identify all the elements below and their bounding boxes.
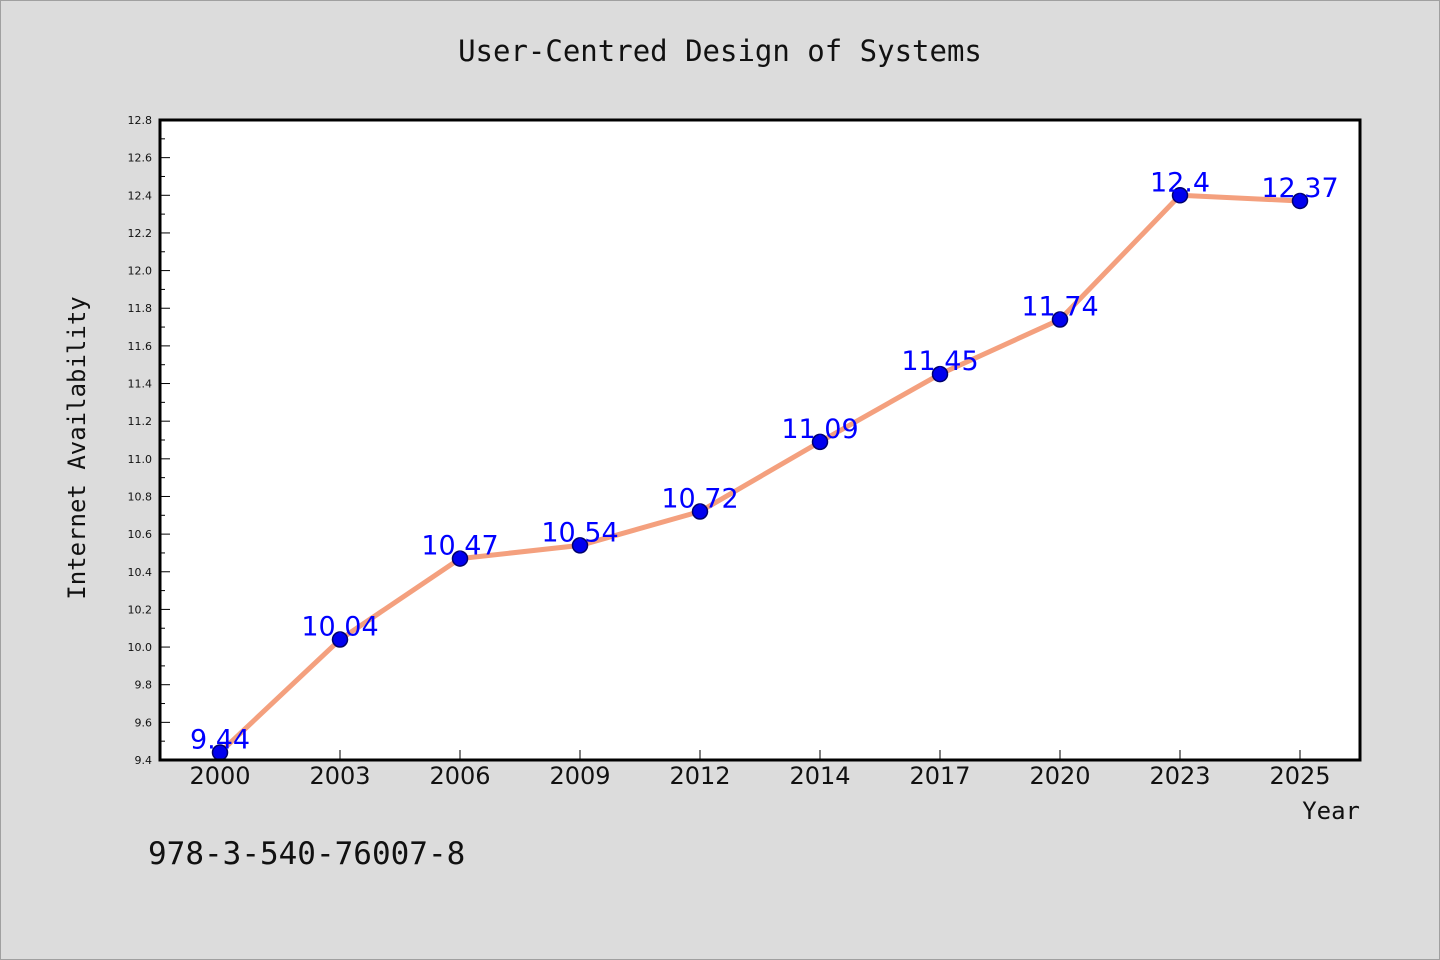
- y-tick-label: 11.8: [128, 302, 153, 315]
- y-tick-label: 12.4: [128, 189, 153, 202]
- data-point: [451, 550, 469, 567]
- y-tick-label: 10.8: [128, 490, 153, 503]
- plot-area: [160, 120, 1360, 760]
- data-label: 12.4: [1150, 167, 1210, 198]
- x-tick-label: 2009: [549, 762, 610, 790]
- data-label: 11.45: [901, 346, 978, 377]
- plot-border: [158, 118, 1362, 762]
- x-tick-label: 2014: [789, 762, 850, 790]
- x-tick-label: 2003: [309, 762, 370, 790]
- y-tick-label: 11.6: [128, 340, 153, 353]
- y-tick-label: 11.0: [128, 453, 153, 466]
- x-tick-label: 2006: [429, 762, 490, 790]
- y-tick-label: 10.0: [128, 641, 153, 654]
- y-tick-label: 11.2: [128, 415, 153, 428]
- y-tick-label: 10.6: [128, 528, 153, 541]
- chart-title: User-Centred Design of Systems: [458, 34, 982, 68]
- data-label: 12.37: [1261, 173, 1338, 204]
- data-point: [1051, 311, 1069, 328]
- x-tick-label: 2020: [1029, 762, 1090, 790]
- data-label: 9.44: [190, 724, 250, 755]
- y-tick-label: 11.4: [128, 378, 153, 391]
- data-point: [1291, 192, 1309, 210]
- y-tick-label: 12.2: [128, 227, 153, 240]
- x-tick-label: 2025: [1269, 762, 1330, 790]
- isbn-footnote: 978-3-540-76007-8: [148, 836, 466, 872]
- x-axis-label: Year: [1302, 797, 1360, 825]
- data-label: 11.74: [1021, 292, 1098, 323]
- y-tick-label: 10.4: [128, 566, 153, 579]
- y-tick-label: 9.4: [135, 754, 153, 767]
- y-tick-label: 9.6: [135, 716, 153, 729]
- x-tick-label: 2012: [669, 762, 730, 790]
- y-tick-label: 9.8: [135, 679, 153, 692]
- series-line: [217, 192, 1303, 755]
- data-point: [571, 537, 589, 554]
- x-tick-label: 2000: [189, 762, 250, 790]
- data-point: [1171, 187, 1189, 204]
- data-label: 10.04: [301, 612, 378, 643]
- data-point: [691, 503, 709, 520]
- data-label: 10.47: [421, 531, 498, 562]
- y-tick-label: 12.6: [128, 152, 153, 165]
- x-tick-label: 2017: [909, 762, 970, 790]
- x-tick-label: 2023: [1149, 762, 1210, 790]
- data-label: 10.54: [541, 517, 618, 548]
- data-label: 10.72: [661, 484, 738, 515]
- data-point: [811, 433, 829, 451]
- data-point: [331, 631, 349, 648]
- data-point: [931, 365, 949, 383]
- y-tick-label: 10.2: [128, 603, 153, 616]
- data-label: 11.09: [781, 414, 858, 445]
- y-tick-label: 12.0: [128, 265, 153, 278]
- y-tick-label: 12.8: [128, 114, 153, 127]
